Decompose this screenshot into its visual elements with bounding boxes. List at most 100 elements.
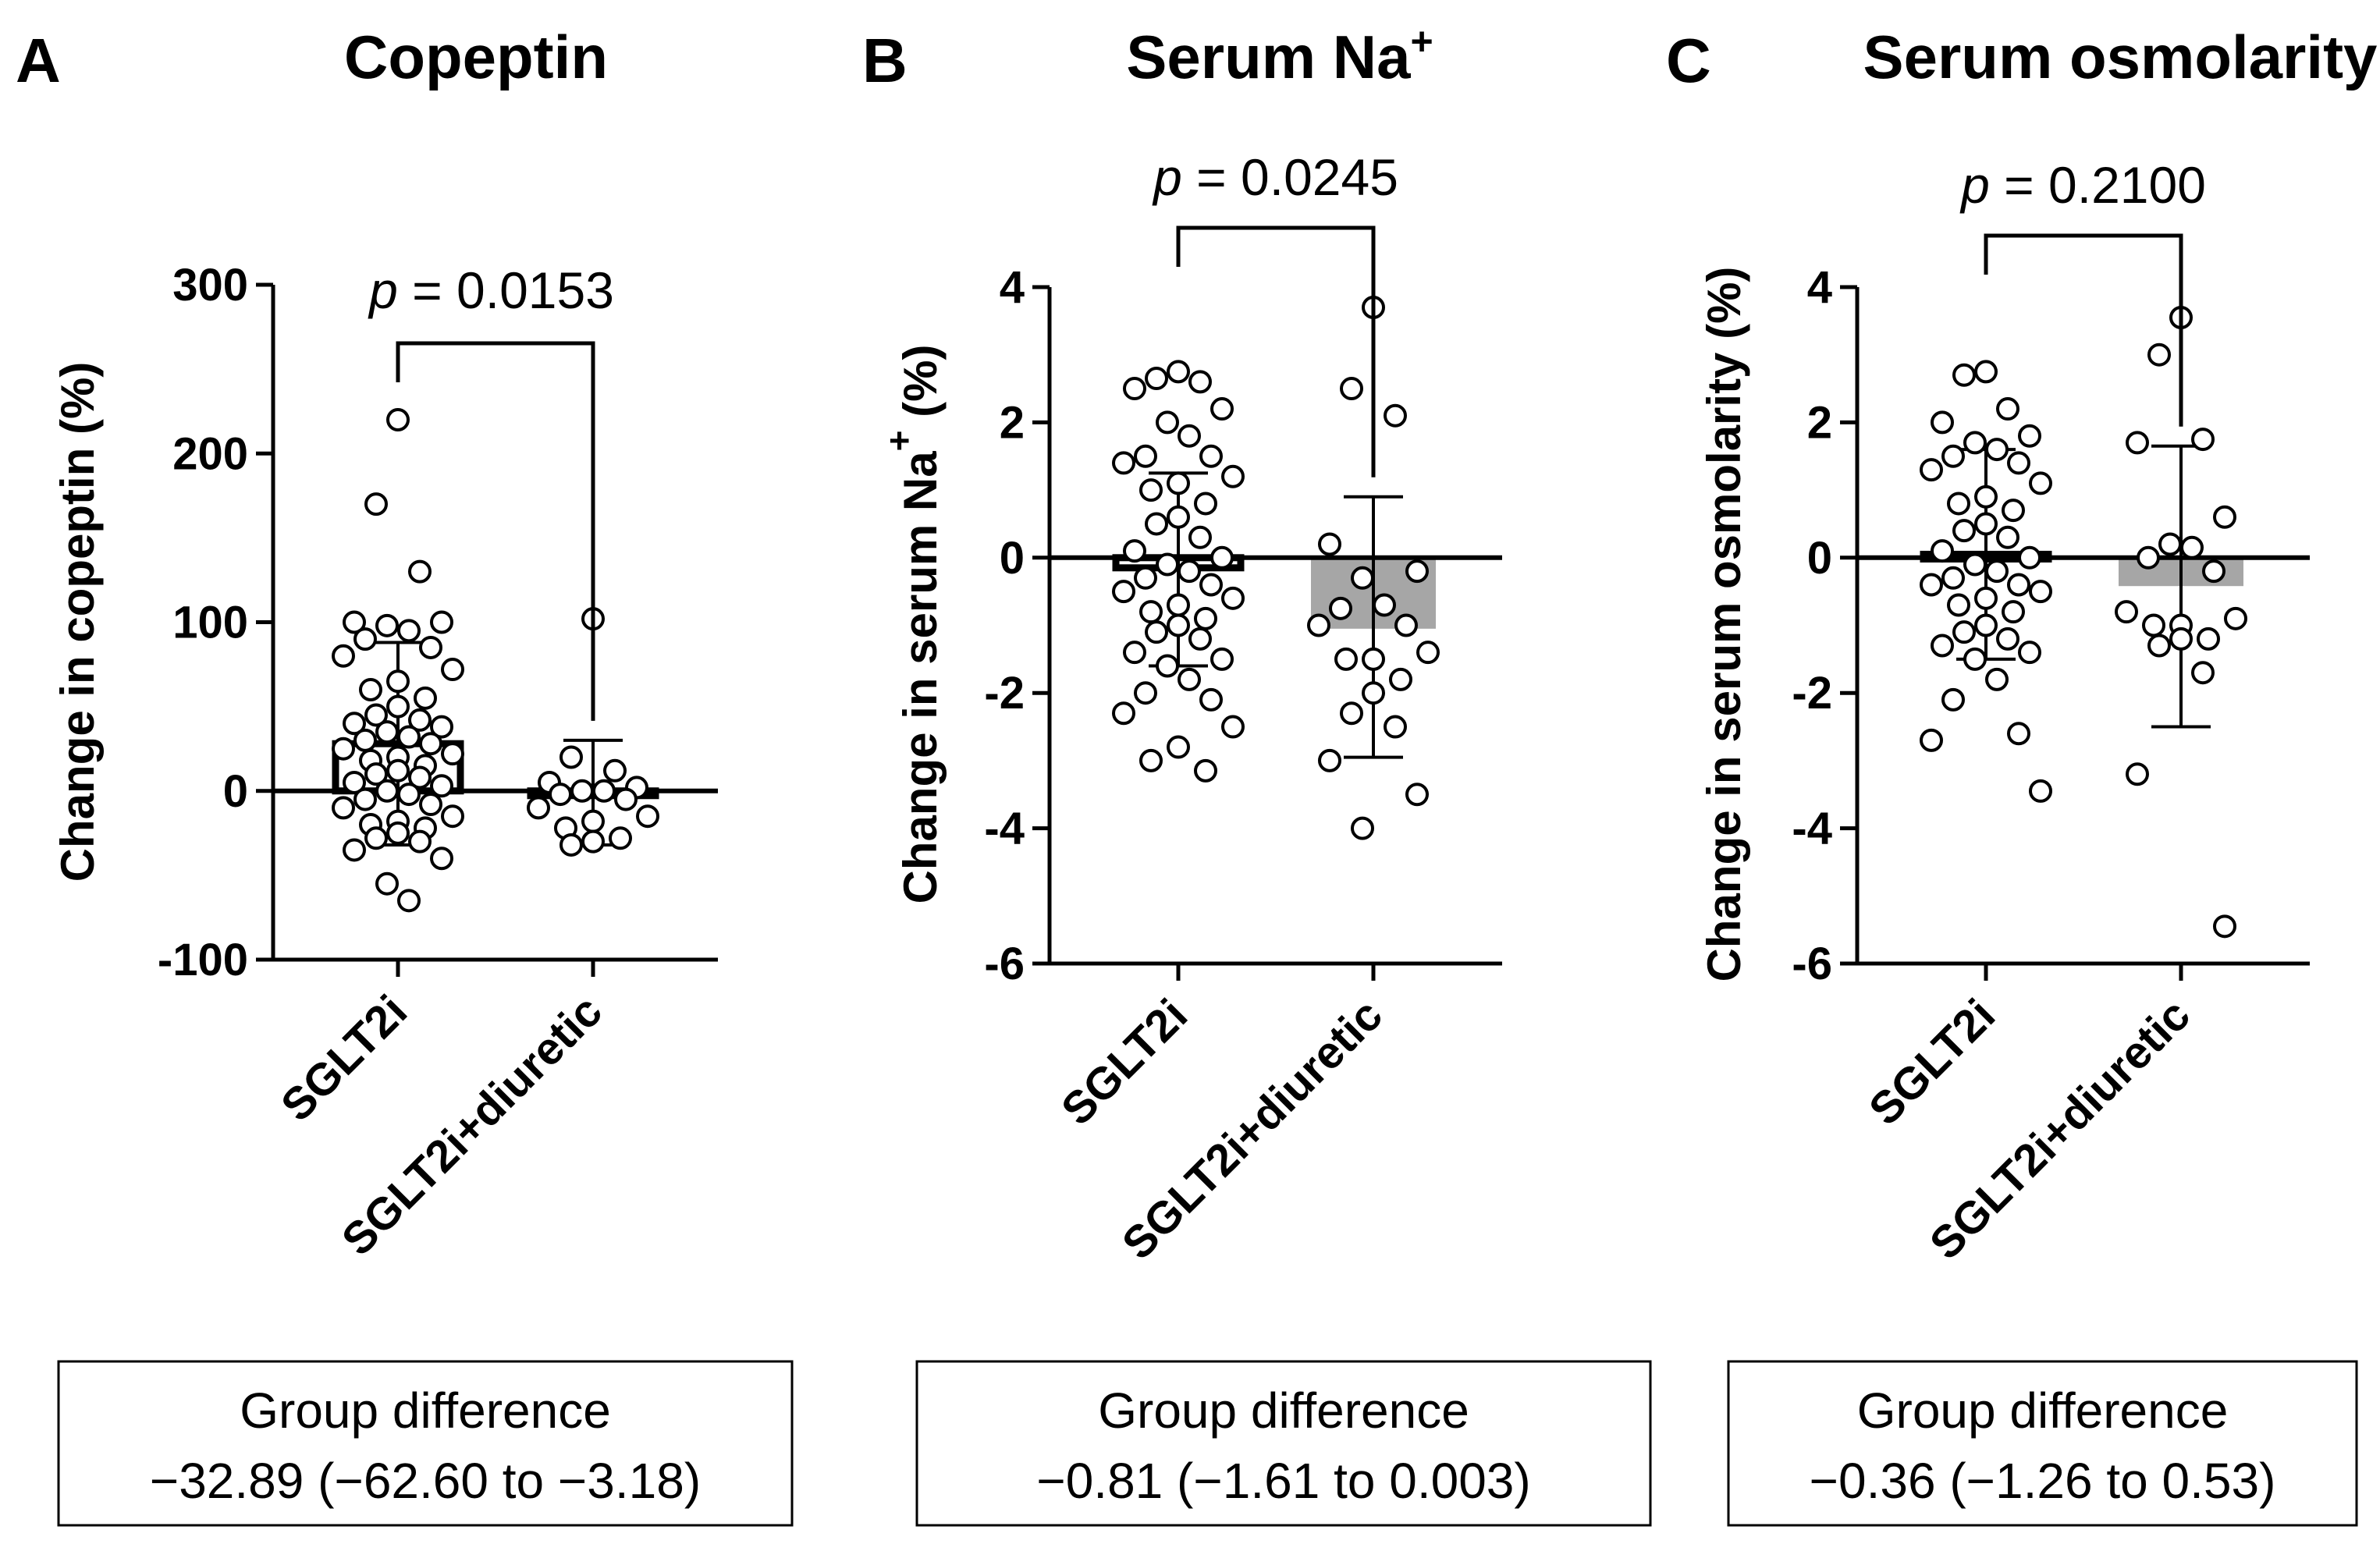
data-point (2158, 532, 2182, 556)
data-point (2007, 573, 2030, 597)
data-point (419, 732, 442, 756)
data-point (2029, 471, 2052, 495)
data-point (1178, 559, 1201, 584)
data-point (1963, 552, 1987, 577)
data-point (1362, 647, 1385, 671)
data-point (2007, 451, 2030, 475)
data-point (1167, 613, 1190, 637)
group-difference-label: Group difference (1857, 1383, 2229, 1439)
panel-letter: B (862, 26, 908, 95)
data-point (1384, 403, 1407, 428)
data-point (397, 889, 421, 913)
data-point (1941, 687, 1965, 712)
data-point (1167, 360, 1190, 384)
data-point (2169, 626, 2193, 651)
data-point (364, 492, 388, 516)
y-tick-label: 200 (172, 428, 248, 479)
group-difference-value: −32.89 (−62.60 to −3.18) (150, 1453, 701, 1509)
data-point (1188, 370, 1212, 394)
y-tick-label: 0 (1000, 533, 1025, 584)
data-point (1178, 424, 1201, 448)
data-point (1188, 525, 1212, 549)
data-point (1139, 600, 1163, 624)
data-point (1134, 566, 1157, 590)
data-point (1145, 512, 1168, 536)
panel-a: A Copeptin Change in copeptin (%) 300 200 100… (16, 23, 794, 1527)
data-point (1167, 471, 1190, 495)
data-point (1123, 377, 1146, 401)
data-point (419, 793, 442, 817)
data-point (2126, 762, 2149, 786)
data-point (1996, 525, 2019, 549)
data-point (1210, 545, 1234, 570)
data-point (581, 809, 605, 833)
data-point (430, 774, 453, 798)
data-point (2002, 600, 2025, 624)
data-point (1134, 444, 1157, 468)
data-point (609, 826, 632, 850)
y-tick-label: 2 (1000, 397, 1025, 448)
data-point (1329, 596, 1352, 620)
data-point (2191, 428, 2215, 452)
panel-title: Serum osmolarity (1863, 23, 2378, 91)
group-difference-box (915, 1360, 1652, 1527)
data-point (2213, 505, 2236, 529)
data-point (1334, 647, 1358, 671)
x-category-label: SGLT2i (1052, 989, 1197, 1134)
data-point (2191, 661, 2215, 685)
data-point (570, 779, 594, 803)
significance-bracket (1984, 233, 2183, 427)
data-point (353, 787, 377, 811)
significance-bracket (396, 341, 595, 721)
data-point (2029, 779, 2052, 803)
y-tick-label: 4 (1000, 262, 1025, 313)
y-tick-label: -2 (1792, 668, 1832, 719)
data-point (1974, 586, 1998, 610)
data-point (397, 725, 421, 749)
data-point (1405, 559, 1429, 584)
data-point (1156, 410, 1179, 435)
data-point (1194, 758, 1217, 783)
p-value-symbol: p (1152, 148, 1182, 206)
data-point (603, 758, 627, 783)
p-value-symbol: p (1959, 156, 1990, 214)
data-point (1145, 620, 1168, 644)
data-point (2197, 626, 2220, 651)
data-point (364, 762, 388, 786)
data-point (364, 703, 388, 727)
data-point (375, 871, 399, 896)
data-point (1167, 735, 1190, 759)
data-point (1974, 512, 1998, 536)
p-value-number: = 0.2100 (1990, 156, 2206, 214)
data-point (430, 847, 453, 871)
data-point (1974, 613, 1998, 637)
data-point (527, 796, 550, 820)
data-point (1139, 748, 1163, 772)
y-axis-title-text: Change in serum Na (894, 451, 947, 904)
data-point (441, 658, 464, 682)
data-point (2137, 545, 2160, 570)
y-tick-label: -6 (984, 939, 1025, 989)
data-point (1194, 492, 1217, 516)
data-point (408, 765, 432, 790)
data-point (386, 694, 410, 719)
data-point (1178, 667, 1201, 691)
data-point (1134, 681, 1157, 705)
data-point (1394, 613, 1418, 637)
data-point (2224, 606, 2247, 630)
p-value: p = 0.0153 (368, 261, 614, 319)
data-point (408, 559, 432, 584)
data-point (2147, 634, 2171, 658)
data-point (375, 779, 399, 803)
p-value: p = 0.2100 (1959, 156, 2206, 214)
panel-letter: C (1666, 26, 1711, 95)
data-point (1947, 492, 1970, 516)
y-axis-title: Change in copeptin (%) (52, 362, 104, 882)
y-tick-label: 0 (223, 766, 248, 817)
data-point (1188, 626, 1212, 651)
data-point (2115, 600, 2138, 624)
data-point (1985, 559, 2009, 584)
data-point (375, 613, 399, 637)
group-difference-box (1727, 1360, 2358, 1527)
data-point (2018, 545, 2041, 570)
